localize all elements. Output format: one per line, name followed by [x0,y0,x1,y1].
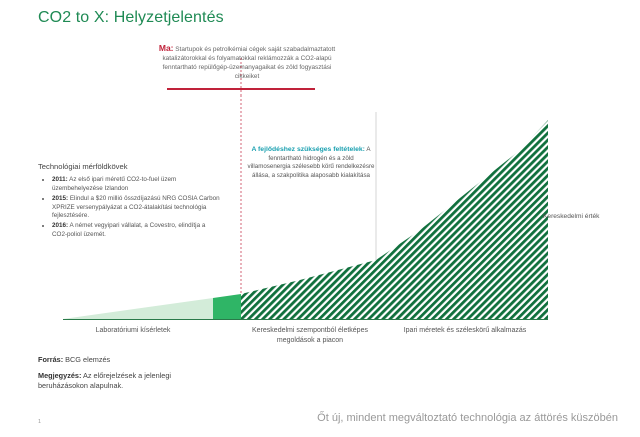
milestones-list: 2011: Az első ipari méretű CO2-to-fuel ü… [38,176,220,239]
today-phase-area [213,294,241,319]
milestone-year: 2011: [52,176,68,184]
today-label: Ma: [158,43,174,53]
milestone-text: Az első ipari méretű CO2-to-fuel üzem üz… [52,176,177,192]
list-item: 2016: A német vegyipari vállalat, a Cove… [52,222,220,239]
page-title: CO2 to X: Helyzetjelentés [38,9,224,26]
milestone-text: Elindul a $20 millió összdíjazású NRG CO… [52,195,220,220]
milestone-year: 2015: [52,195,69,203]
today-underline [167,88,315,90]
source-note: Forrás: BCG elemzés [38,355,110,364]
needs-label: A fejlődéshez szükséges feltételek: [251,146,365,153]
note-text: Az előrejelzések a jelenlegi beruházások… [38,371,172,390]
development-needs: A fejlődéshez szükséges feltételek: A fe… [247,146,375,180]
page-number: 1 [38,419,42,425]
milestone-text: A német vegyipari vállalat, a Covestro, … [52,222,206,238]
source-text: BCG elemzés [65,355,111,364]
milestones-heading: Technológiai mérföldkövek [38,162,128,171]
phase-label-lab: Laboratóriumi kísérletek [95,327,171,334]
footer-caption: Őt új, mindent megváltoztató technológia… [317,412,618,424]
growth-hatched-area [241,120,548,319]
milestone-year: 2016: [52,222,69,230]
phase-label-industrial: Ipari méretek és széleskörű alkalmazás [403,327,527,334]
commercial-value-label: Kereskedelmi érték [543,213,600,220]
source-label: Forrás: [38,355,64,364]
today-text: Startupok és petrolkémiai cégek saját sz… [162,46,336,80]
note-label: Megjegyzés: [38,371,82,380]
lab-phase-area [63,298,213,319]
phase-label-commercial: Kereskedelmi szempontból életképes megol… [252,327,368,344]
milestones-box: Technológiai mérföldkövek 2011: Az első … [38,162,220,241]
today-callout: Ma: Startupok és petrolkémiai cégek sajá… [152,44,342,81]
remark-note: Megjegyzés: Az előrejelzések a jelenlegi… [38,371,208,391]
list-item: 2011: Az első ipari méretű CO2-to-fuel ü… [52,176,220,193]
list-item: 2015: Elindul a $20 millió összdíjazású … [52,195,220,220]
needs-text: A fenntartható hidrogén és a zöld villam… [247,146,375,179]
